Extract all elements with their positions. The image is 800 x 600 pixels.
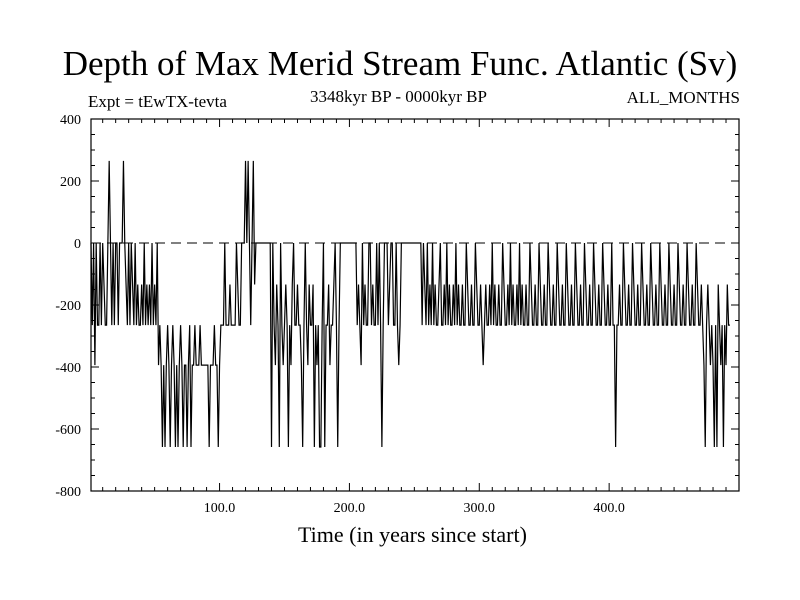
tick-labels: -800 -600 -400 -200 0 200 400 100.0 200.0 300.0 40… [55, 113, 625, 516]
x-axis-label: Time (in years since start) [298, 522, 527, 547]
experiment-label: Expt = tEwTX-tevta [88, 92, 227, 111]
y-tick-label: 0 [74, 237, 81, 252]
y-tick-label: 400 [60, 113, 81, 128]
months-label: ALL_MONTHS [626, 88, 740, 107]
x-tick-label: 100.0 [204, 501, 236, 516]
x-tick-label: 400.0 [593, 501, 625, 516]
y-tick-label: -400 [55, 361, 81, 376]
y-tick-label: 200 [60, 175, 81, 190]
x-tick-label: 300.0 [464, 501, 496, 516]
axis-ticks [91, 118, 739, 492]
x-tick-label: 200.0 [334, 501, 366, 516]
time-range-label: 3348kyr BP - 0000kyr BP [310, 87, 487, 106]
y-tick-label: -600 [55, 423, 81, 438]
series-line [90, 160, 730, 448]
plot-frame [90, 118, 740, 492]
y-tick-label: -200 [55, 299, 81, 314]
chart-title: Depth of Max Merid Stream Func. Atlantic… [62, 44, 738, 83]
y-tick-label: -800 [55, 485, 81, 500]
